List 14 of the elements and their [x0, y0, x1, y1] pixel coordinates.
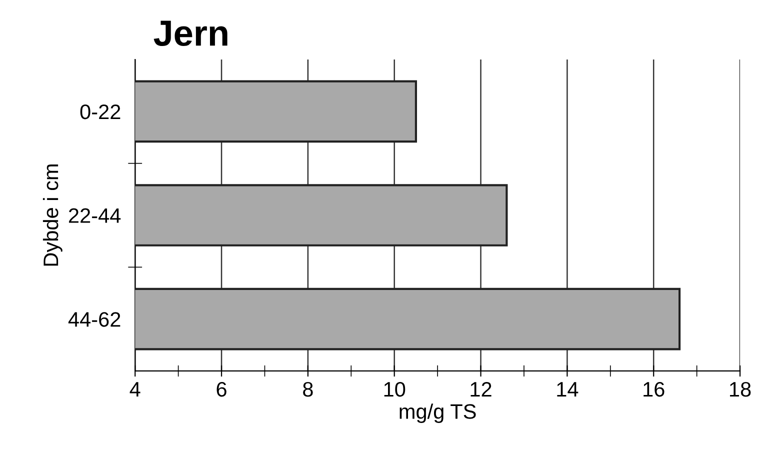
y-axis-title: Dybde i cm [42, 164, 62, 266]
y-tick-label: 0-22 [80, 104, 120, 120]
x-tick-label: 18 [730, 382, 751, 397]
y-tick-label: 22-44 [68, 208, 121, 223]
x-tick-label: 12 [470, 382, 492, 396]
y-tick-label: 44-62 [68, 312, 120, 327]
x-tick-label: 8 [303, 382, 313, 397]
x-tick-label: 4 [130, 382, 140, 396]
x-tick-label: 14 [557, 382, 578, 396]
x-tick-label: 10 [384, 382, 406, 397]
x-axis-title: mg/g TS [400, 404, 476, 424]
x-tick-label: 6 [216, 382, 226, 397]
x-tick-label: 16 [644, 382, 664, 397]
chart-title: Jern [154, 20, 228, 46]
